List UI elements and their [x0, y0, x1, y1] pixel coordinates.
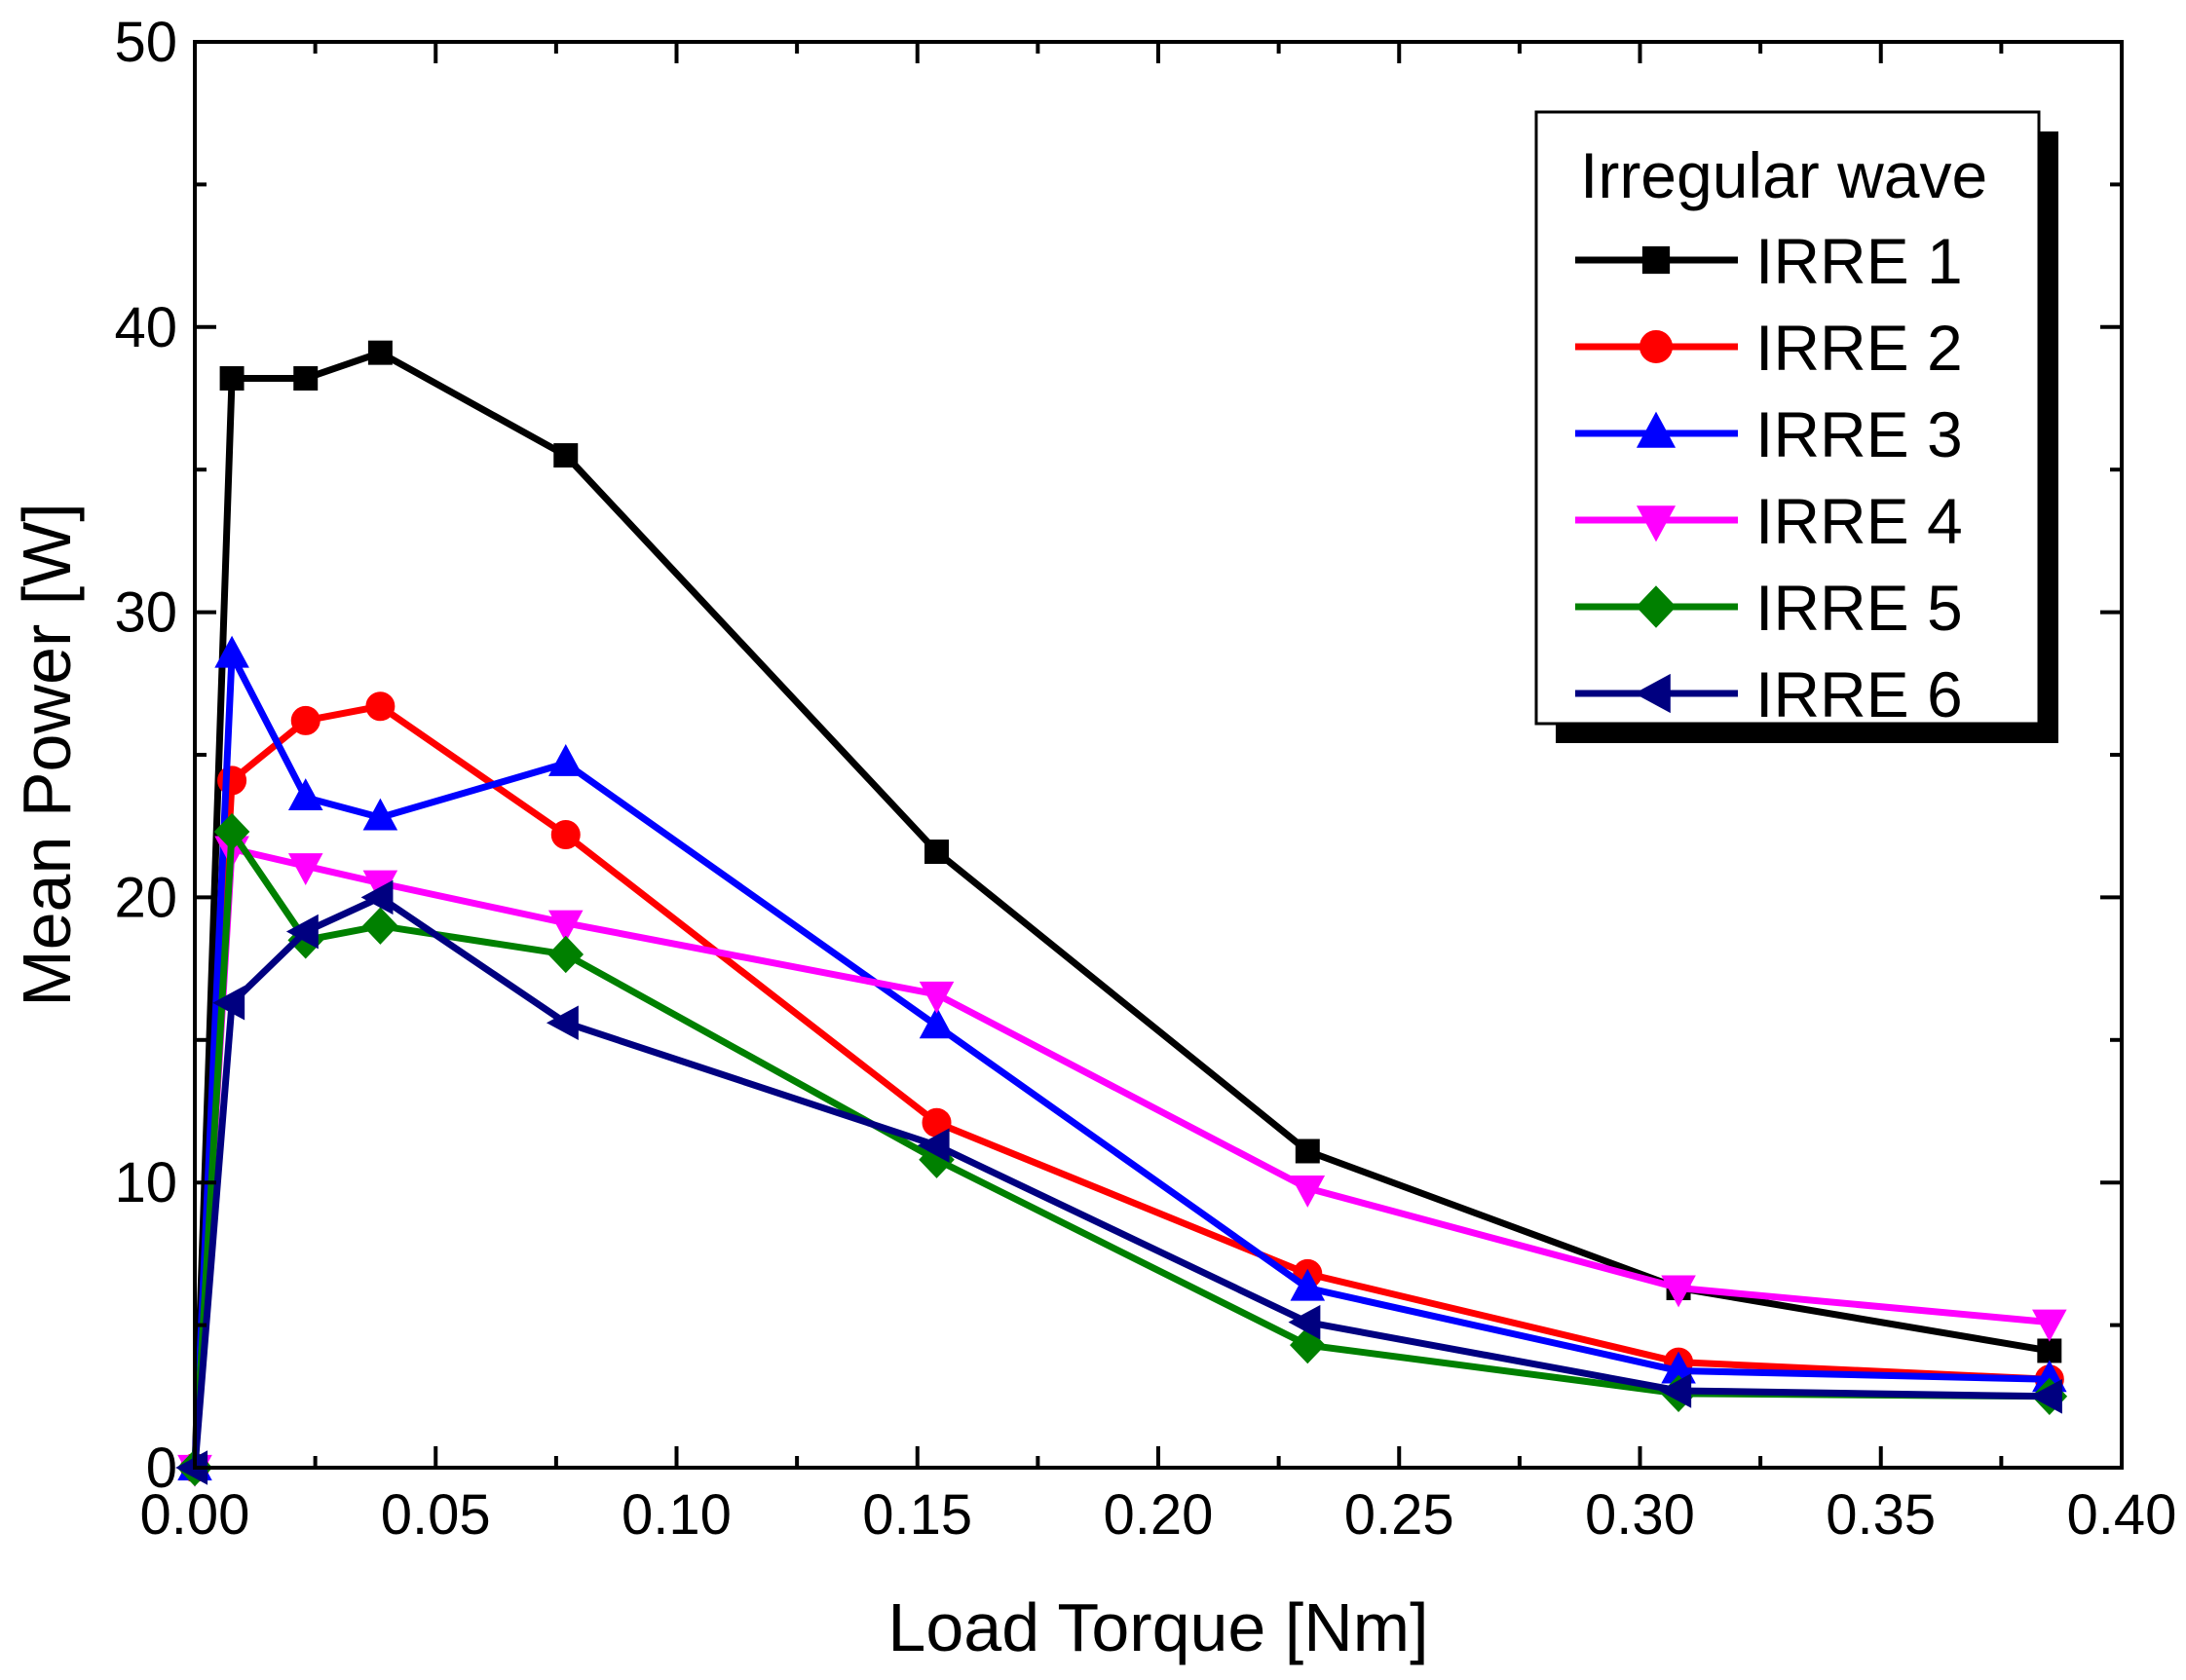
data-point	[2037, 1338, 2062, 1363]
data-point	[213, 812, 250, 851]
data-point	[219, 366, 245, 391]
data-point	[924, 840, 950, 865]
y-tick-label: 20	[114, 866, 177, 929]
x-tick-label: 0.15	[862, 1483, 972, 1547]
legend-marker	[1636, 585, 1677, 628]
data-point	[285, 914, 319, 950]
data-point	[547, 910, 584, 943]
data-point	[1290, 1268, 1326, 1301]
data-point	[547, 935, 584, 974]
data-point	[2032, 1309, 2067, 1342]
data-point	[214, 635, 249, 668]
y-tick-label: 40	[114, 296, 177, 359]
legend-entry: IRRE 6	[1575, 658, 1963, 730]
legend-label: IRRE 5	[1755, 572, 1963, 644]
data-point	[1295, 1139, 1320, 1164]
legend-entry: IRRE 5	[1575, 572, 1963, 644]
data-point	[290, 705, 320, 735]
data-point	[367, 340, 393, 365]
data-point	[293, 366, 319, 391]
legend-entry: IRRE 3	[1575, 398, 1963, 470]
x-tick-label: 0.40	[2067, 1483, 2177, 1547]
series-6	[175, 879, 2062, 1485]
legend-entry: IRRE 1	[1575, 225, 1963, 297]
series-layer	[175, 340, 2068, 1487]
x-tick-label: 0.10	[622, 1483, 732, 1547]
x-tick-label: 0.25	[1344, 1483, 1454, 1547]
legend-box	[1534, 110, 2041, 726]
data-point	[547, 743, 584, 776]
legend-marker	[1640, 330, 1673, 363]
x-tick-label: 0.30	[1585, 1483, 1695, 1547]
x-tick-label: 0.35	[1826, 1483, 1936, 1547]
y-axis-title: Mean Power [W]	[9, 503, 85, 1006]
data-point	[550, 819, 581, 849]
data-point	[287, 778, 323, 810]
data-point	[2030, 1379, 2062, 1414]
legend-marker	[1634, 673, 1671, 714]
data-point	[919, 981, 955, 1014]
legend-title: Irregular wave	[1580, 139, 1987, 211]
series-4	[177, 836, 2067, 1487]
data-point	[1661, 1275, 1696, 1308]
data-point	[362, 907, 398, 945]
legend-marker	[1636, 505, 1677, 542]
legend-label: IRRE 6	[1755, 658, 1963, 730]
data-point	[365, 691, 396, 722]
ticks-layer: 0.00 0.05 0.10 0.15 0.20 0.25 0.30 0.35 0.40 0 10 2…	[114, 11, 2176, 1547]
data-point	[360, 879, 394, 915]
x-tick-label: 0.00	[140, 1483, 250, 1547]
legend-marker	[1636, 411, 1677, 448]
legend-entry: IRRE 4	[1575, 485, 1963, 557]
data-point	[919, 1006, 955, 1039]
legend-entry: IRRE 2	[1575, 312, 1963, 384]
y-tick-label: 50	[114, 11, 177, 74]
legend-label: IRRE 2	[1755, 312, 1963, 384]
data-point	[917, 1128, 950, 1163]
data-point	[362, 798, 398, 831]
x-tick-label: 0.05	[381, 1483, 491, 1547]
y-tick-label: 0	[146, 1437, 177, 1500]
x-tick-label: 0.20	[1104, 1483, 1214, 1547]
data-point	[1290, 1175, 1326, 1208]
y-tick-label: 10	[114, 1151, 177, 1214]
legend-label: IRRE 3	[1755, 398, 1963, 470]
legend-marker	[1641, 245, 1671, 275]
legend-entries: IRRE 1 IRRE 2 IRRE 3 IRRE 4 IRRE 5 IRRE 6	[1575, 225, 1963, 730]
legend-label: IRRE 4	[1755, 485, 1963, 557]
legend-label: IRRE 1	[1755, 225, 1963, 297]
data-point	[546, 1005, 579, 1041]
data-point	[553, 443, 579, 468]
data-point	[1659, 1373, 1692, 1408]
x-axis-title: Load Torque [Nm]	[887, 1589, 1428, 1665]
data-point	[212, 985, 245, 1021]
y-tick-label: 30	[114, 581, 177, 645]
data-point	[1288, 1304, 1321, 1340]
data-point	[287, 853, 323, 886]
